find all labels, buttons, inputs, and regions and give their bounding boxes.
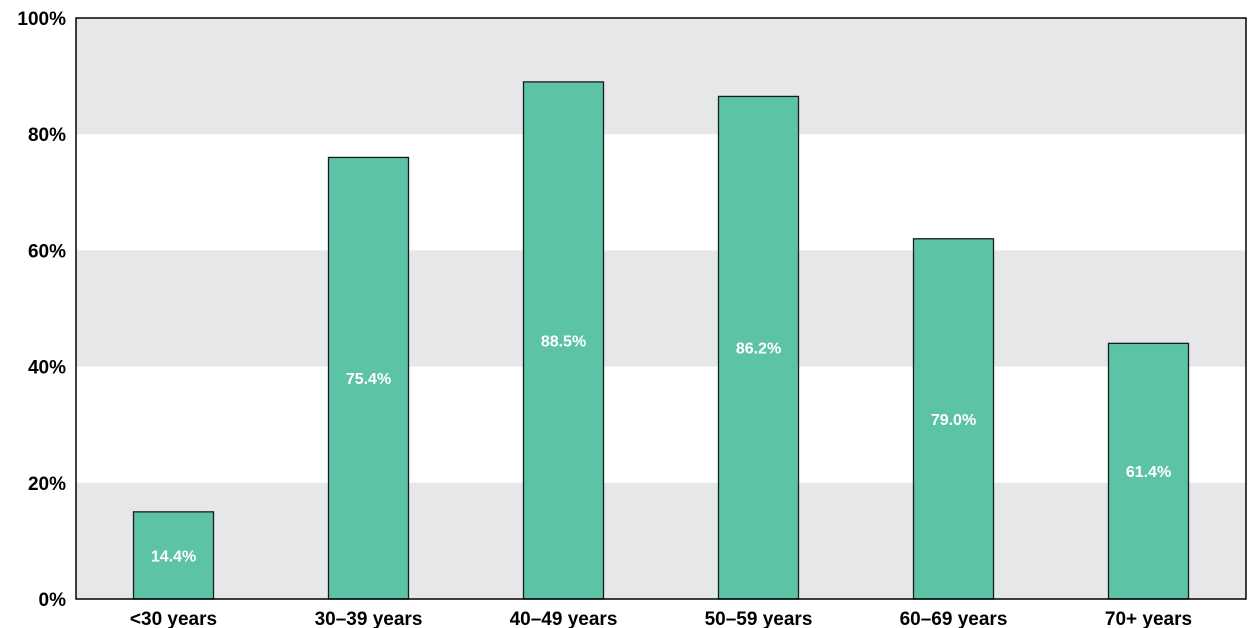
y-axis-ticks: 0% 20% 40% 60% 80% 100% — [17, 9, 66, 611]
bar-data-label: 86.2% — [736, 341, 781, 358]
bar-data-label: 79.0% — [931, 412, 976, 429]
x-tick-label: 30–39 years — [315, 609, 423, 628]
grid-band — [76, 18, 1246, 135]
x-tick-label: 70+ years — [1105, 609, 1192, 628]
x-tick-label: 50–59 years — [705, 609, 813, 628]
y-tick-label: 100% — [17, 9, 66, 30]
bar-data-label: 75.4% — [346, 371, 391, 388]
y-tick-label: 80% — [28, 125, 66, 146]
y-tick-label: 0% — [39, 590, 67, 611]
x-tick-label: 40–49 years — [510, 609, 618, 628]
bar-data-labels: 14.4% 75.4% 88.5% 86.2% 79.0% 61.4% — [151, 333, 1171, 565]
plot-frame — [75, 17, 1247, 600]
grid-band — [76, 482, 1246, 599]
y-tick-label: 60% — [28, 241, 66, 262]
bars — [132, 81, 1190, 600]
bar — [132, 511, 215, 600]
bar — [717, 95, 800, 600]
x-tick-label: 60–69 years — [900, 609, 1008, 628]
bar — [912, 238, 995, 600]
bar-data-label: 88.5% — [541, 333, 586, 350]
x-tick-label: <30 years — [130, 609, 217, 628]
grid-band — [76, 250, 1246, 367]
bar-data-label: 61.4% — [1126, 464, 1171, 481]
bar — [1107, 342, 1190, 600]
bar — [327, 156, 410, 600]
background-bands — [76, 18, 1246, 599]
bar-data-label: 14.4% — [151, 548, 196, 565]
x-axis-ticks: <30 years 30–39 years 40–49 years 50–59 yea… — [130, 609, 1192, 628]
y-tick-label: 40% — [28, 358, 66, 379]
bar — [522, 81, 605, 600]
y-tick-label: 20% — [28, 474, 66, 495]
